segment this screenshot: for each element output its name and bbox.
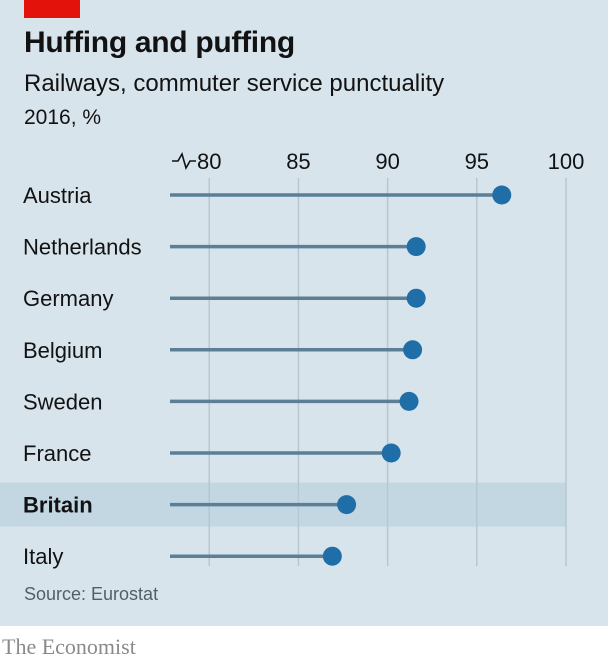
x-tick-label: 95 bbox=[465, 149, 489, 174]
data-dot bbox=[406, 237, 426, 257]
data-dot bbox=[337, 495, 357, 515]
category-label: Britain bbox=[23, 493, 93, 518]
x-tick-label: 85 bbox=[286, 149, 310, 174]
category-label: Sweden bbox=[23, 389, 103, 414]
x-tick-label: 90 bbox=[375, 149, 399, 174]
data-dot bbox=[406, 288, 426, 308]
x-tick-label: 80 bbox=[197, 149, 221, 174]
category-label: Germany bbox=[23, 286, 113, 311]
data-dot bbox=[492, 185, 512, 205]
category-label: Italy bbox=[23, 544, 63, 569]
chart-title: Huffing and puffing bbox=[24, 26, 295, 59]
data-dot bbox=[403, 340, 423, 360]
data-dot bbox=[322, 546, 342, 566]
axis-break-icon bbox=[172, 151, 196, 171]
brand-tag bbox=[24, 0, 80, 18]
category-label: Belgium bbox=[23, 338, 102, 363]
category-label: Netherlands bbox=[23, 235, 142, 260]
data-dot bbox=[399, 391, 419, 411]
dot-chart: 80 85 90 95 100 Austria Netherlands Germany Belg… bbox=[0, 149, 585, 569]
publisher-logo: The Economist bbox=[2, 634, 136, 659]
source-note: Source: Eurostat bbox=[24, 584, 159, 604]
category-label: France bbox=[23, 441, 91, 466]
x-tick-label: 100 bbox=[548, 149, 585, 174]
category-label: Austria bbox=[23, 183, 92, 208]
chart-subtitle: Railways, commuter service punctuality bbox=[24, 70, 445, 97]
data-dot bbox=[381, 443, 401, 463]
chart-unit: 2016, % bbox=[24, 106, 102, 129]
